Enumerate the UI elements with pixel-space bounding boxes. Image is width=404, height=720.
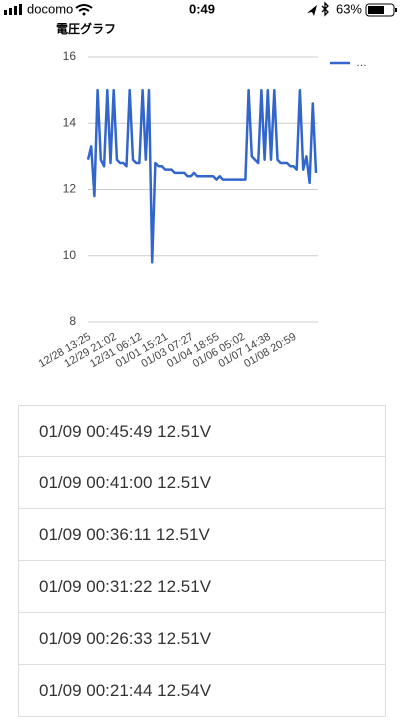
location-icon — [307, 5, 317, 16]
wifi-icon — [75, 4, 93, 12]
wifi-dot — [82, 12, 86, 16]
signal — [4, 4, 22, 15]
y-tick-label: 10 — [63, 248, 77, 262]
list-item[interactable]: 01/09 00:41:00 12.51V — [18, 457, 386, 509]
battery-frame — [365, 3, 395, 17]
legend-label: … — [356, 57, 367, 69]
battery-level — [368, 6, 384, 14]
y-tick-label: 12 — [63, 182, 77, 196]
record-list: 01/09 00:45:49 12.51V 01/09 00:41:00 12.5… — [18, 405, 386, 717]
list-item[interactable]: 01/09 00:45:49 12.51V — [18, 405, 386, 457]
y-tick-label: 14 — [63, 115, 77, 129]
list-item[interactable]: 01/09 00:36:11 12.51V — [18, 509, 386, 561]
y-tick-label: 8 — [69, 314, 76, 328]
list-item[interactable]: 01/09 00:21:44 12.54V — [18, 665, 386, 717]
list-item[interactable]: 01/09 00:31:22 12.51V — [18, 561, 386, 613]
chart-title: 電圧グラフ — [56, 21, 116, 36]
battery-text: 63% — [336, 1, 362, 16]
battery-tip — [395, 8, 397, 12]
clock: 0:49 — [189, 1, 215, 16]
bluetooth-icon — [321, 1, 329, 17]
list-item[interactable]: 01/09 00:26:33 12.51V — [18, 613, 386, 665]
carrier: docomo — [27, 1, 73, 16]
y-tick-label: 16 — [63, 49, 77, 63]
series-line — [86, 88, 318, 264]
